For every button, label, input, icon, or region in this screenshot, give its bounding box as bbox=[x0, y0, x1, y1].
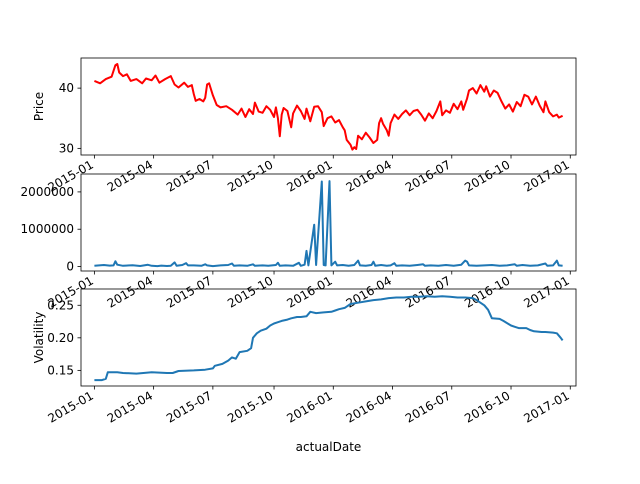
y-tick-label: 30 bbox=[59, 141, 74, 155]
x-tick-label: 2015-04 bbox=[105, 388, 155, 425]
x-tick-label: 2016-10 bbox=[462, 273, 512, 310]
y-tick-label: 0 bbox=[66, 260, 74, 274]
x-tick-label: 2015-07 bbox=[164, 157, 214, 194]
x-tick-label: 2016-01 bbox=[284, 157, 334, 194]
x-tick-label: 2016-07 bbox=[403, 273, 453, 310]
x-tick-label: 2015-10 bbox=[225, 388, 275, 425]
x-tick-label: 2016-07 bbox=[403, 157, 453, 194]
y-tick-label: 1000000 bbox=[21, 222, 74, 236]
x-tick-label: 2016-04 bbox=[344, 157, 394, 194]
series-line-volume bbox=[94, 180, 563, 268]
x-tick-label: 2016-01 bbox=[284, 388, 334, 425]
x-tick-label: 2017-01 bbox=[521, 388, 571, 425]
x-tick-label: 2015-10 bbox=[225, 157, 275, 194]
x-tick-label: 2015-04 bbox=[105, 157, 155, 194]
axes-frame bbox=[80, 173, 577, 272]
x-tick-label: 2016-04 bbox=[344, 388, 394, 425]
x-tick-label: 2015-10 bbox=[225, 273, 275, 310]
x-tick-label: 2015-07 bbox=[164, 273, 214, 310]
x-axis-label: actualDate bbox=[296, 440, 362, 454]
x-tick-label: 2016-10 bbox=[462, 157, 512, 194]
x-tick-label: 2016-10 bbox=[462, 388, 512, 425]
y-tick-label: 40 bbox=[59, 81, 74, 95]
x-tick-label: 2016-07 bbox=[403, 388, 453, 425]
y-tick-label: 0.15 bbox=[47, 363, 74, 377]
x-tick-label: 2015-04 bbox=[105, 273, 155, 310]
y-axis-label: Volatility bbox=[32, 312, 46, 364]
volatility-panel: 0.15 0.20 0.25 2015-01 2015-04 2015-07 2015-10… bbox=[32, 288, 577, 454]
x-tick-label: 2017-01 bbox=[521, 273, 571, 310]
x-tick-label: 2016-04 bbox=[344, 273, 394, 310]
x-tick-label: 2015-07 bbox=[164, 388, 214, 425]
y-tick-label: 0.25 bbox=[47, 298, 74, 312]
series-line-volatility bbox=[94, 295, 564, 382]
y-tick-label: 2000000 bbox=[21, 185, 74, 199]
x-tick-label: 2017-01 bbox=[521, 157, 571, 194]
axes-frame bbox=[80, 288, 577, 387]
axes-frame bbox=[80, 57, 577, 156]
y-tick-label: 0.20 bbox=[47, 331, 74, 345]
y-axis-label: Price bbox=[32, 92, 46, 121]
series-line-price bbox=[94, 63, 564, 151]
x-tick-label: 2015-01 bbox=[45, 388, 95, 425]
x-tick-label: 2016-01 bbox=[284, 273, 334, 310]
